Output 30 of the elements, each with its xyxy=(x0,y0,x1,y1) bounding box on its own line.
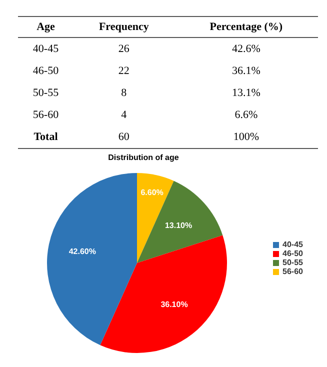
text: 8 xyxy=(121,87,127,99)
data-label: 36.10% xyxy=(160,300,188,310)
legend-label: 56-60 xyxy=(282,267,303,276)
category-label: Frequency xyxy=(98,20,150,35)
text: Total xyxy=(34,131,58,143)
data-label: 13.10% xyxy=(164,221,192,230)
data-label: 42.60% xyxy=(68,246,96,256)
pie-slice xyxy=(137,180,223,263)
category-label: Percentage (%) xyxy=(208,20,284,35)
chart-title: Distribution of age xyxy=(107,152,180,162)
text: 46-50 xyxy=(32,65,59,77)
data-label: 6.60% xyxy=(140,188,164,198)
text: 100% xyxy=(233,131,259,143)
category-label: Age xyxy=(36,20,56,35)
pie-slice xyxy=(47,173,137,346)
text: 22 xyxy=(118,65,130,77)
text: 36.1% xyxy=(232,65,260,77)
pie-slice xyxy=(100,235,227,353)
text: 60 xyxy=(118,131,130,143)
text: 6.6% xyxy=(234,109,258,121)
legend-label: 50-55 xyxy=(282,258,303,267)
legend-label: 40-45 xyxy=(282,240,303,249)
text: 40-45 xyxy=(32,43,59,55)
text: 4 xyxy=(121,109,127,121)
legend-label: 46-50 xyxy=(282,249,303,258)
text: 26 xyxy=(118,43,130,55)
text: 13.1% xyxy=(232,87,260,99)
text: 50-55 xyxy=(32,87,59,99)
text: 42.6% xyxy=(232,43,260,55)
text: 56-60 xyxy=(32,109,59,121)
